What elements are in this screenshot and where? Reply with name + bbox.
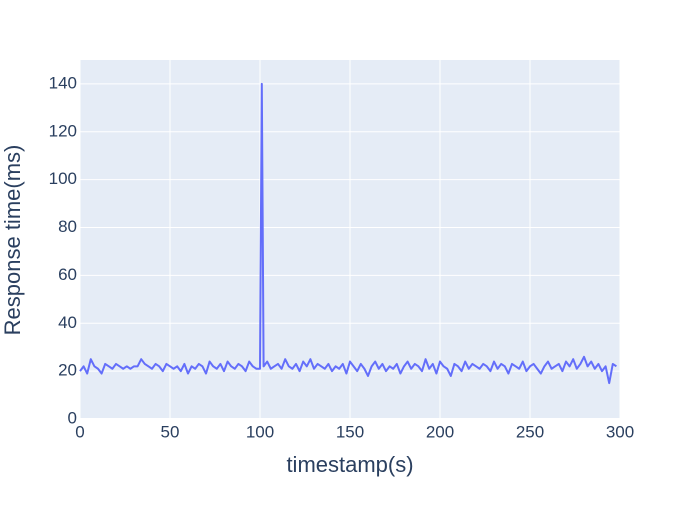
- x-tick-label: 150: [336, 422, 364, 441]
- y-tick-label: 100: [49, 169, 77, 188]
- y-tick-label: 40: [58, 313, 77, 332]
- y-tick-label: 140: [49, 73, 77, 92]
- y-axis-title: Response time(ms): [0, 145, 25, 336]
- x-tick-label: 50: [161, 422, 180, 441]
- y-tick-label: 80: [58, 217, 77, 236]
- y-tick-label: 20: [58, 361, 77, 380]
- line-series: [79, 82, 617, 385]
- x-tick-label: 100: [246, 422, 274, 441]
- y-tick-label: 120: [49, 121, 77, 140]
- x-axis-title: timestamp(s): [286, 452, 413, 477]
- y-tick-label: 0: [68, 408, 77, 427]
- x-tick-label: 0: [75, 422, 84, 441]
- x-tick-label: 300: [606, 422, 634, 441]
- x-tick-label: 200: [426, 422, 454, 441]
- x-tick-label: 250: [516, 422, 544, 441]
- y-tick-label: 60: [58, 265, 77, 284]
